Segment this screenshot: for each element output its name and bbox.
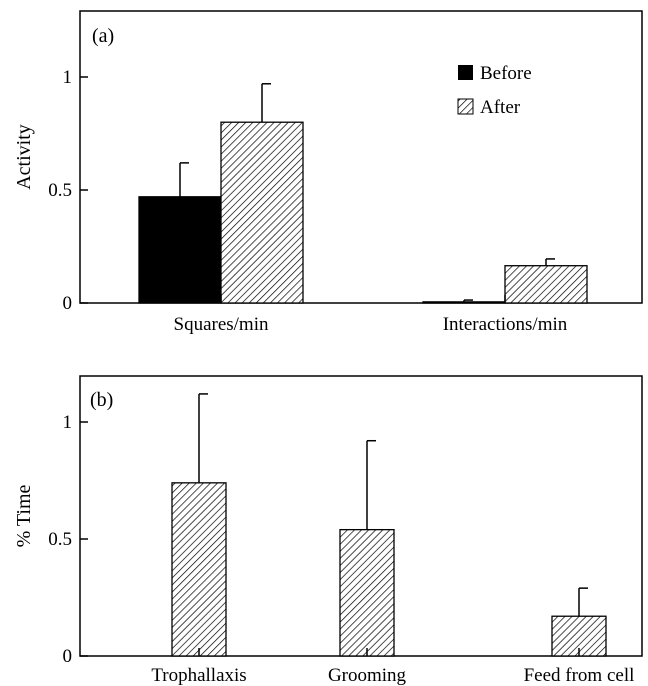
legend-label-before: Before (480, 63, 532, 84)
x-tick-label: Squares/min (174, 314, 269, 335)
panel-a-label: (a) (92, 25, 114, 47)
panel-b-ylabel: % Time (13, 484, 35, 547)
y-tick-label: 0.5 (48, 180, 72, 201)
panel-b: (b) % Time 00.51 Trophallaxis Grooming Fee… (13, 375, 643, 686)
y-tick-label: 0 (63, 293, 73, 314)
x-tick-label: Grooming (328, 665, 407, 686)
panel-b-label: (b) (90, 389, 113, 411)
legend-label-after: After (480, 97, 521, 118)
bar (339, 528, 395, 657)
bar (422, 301, 506, 304)
legend-swatch-after (457, 98, 474, 115)
legend: Before After (457, 63, 532, 118)
y-tick-label: 0.5 (48, 529, 72, 550)
bar (504, 265, 588, 304)
legend-swatch-before (458, 65, 473, 80)
y-tick-label: 1 (63, 412, 73, 433)
panel-a: (a) Activity 00.51 Squares/min Interactio… (13, 10, 643, 335)
panel-a-frame (79, 10, 643, 304)
bar (171, 482, 227, 657)
y-tick-label: 1 (63, 67, 73, 88)
bar (220, 121, 304, 304)
panel-b-y-axis: 00.51 (48, 412, 88, 667)
panel-b-x-axis: Trophallaxis Grooming Feed from cell (151, 648, 634, 686)
y-tick-label: 0 (63, 646, 73, 667)
panel-a-y-axis: 00.51 (48, 67, 88, 314)
panel-a-ylabel: Activity (13, 124, 35, 190)
bar (138, 196, 222, 304)
panel-b-bars (171, 393, 607, 657)
panel-a-x-axis: Squares/min Interactions/min (174, 295, 568, 335)
panel-a-bars (138, 83, 588, 304)
x-tick-label: Feed from cell (524, 665, 635, 686)
x-tick-label: Trophallaxis (151, 665, 246, 686)
x-tick-label: Interactions/min (443, 314, 568, 335)
